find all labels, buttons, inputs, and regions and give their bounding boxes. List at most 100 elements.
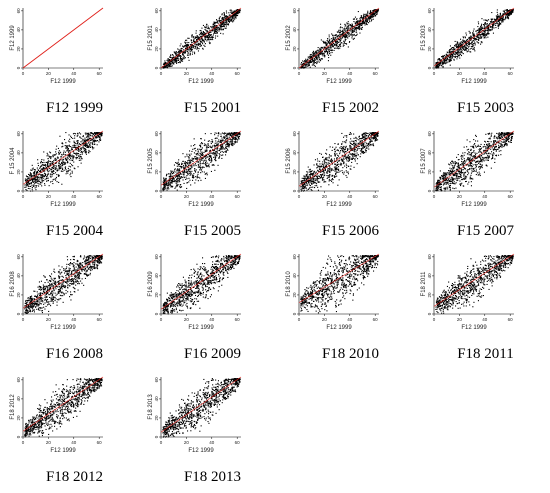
- data-point: [237, 139, 239, 141]
- data-point: [43, 172, 45, 174]
- data-point: [359, 24, 361, 26]
- data-point: [459, 47, 461, 49]
- data-point: [234, 137, 236, 139]
- data-point: [325, 43, 327, 45]
- data-point: [182, 60, 184, 62]
- data-point: [437, 65, 439, 67]
- y-tick-label: 20: [292, 46, 297, 52]
- data-point: [190, 184, 192, 186]
- data-point: [222, 23, 224, 25]
- data-point: [41, 176, 43, 178]
- data-point: [94, 133, 96, 135]
- data-point: [70, 159, 72, 161]
- data-point: [366, 13, 368, 15]
- data-point: [227, 145, 229, 147]
- data-point: [170, 181, 172, 183]
- data-point: [369, 12, 371, 14]
- data-point: [82, 142, 84, 144]
- data-point: [201, 171, 203, 173]
- chart-panel: 0 20 40 60 0 20 40 60 F12 1999 F15 2005 F15 2005: [144, 123, 281, 246]
- data-point: [48, 160, 50, 162]
- data-point: [344, 148, 346, 150]
- data-point: [235, 137, 237, 139]
- data-point: [209, 145, 211, 147]
- data-point: [320, 46, 322, 48]
- data-point: [460, 49, 462, 51]
- data-point: [485, 33, 487, 35]
- data-point: [205, 165, 207, 167]
- data-point: [179, 184, 181, 186]
- data-point: [197, 148, 199, 150]
- data-point: [216, 22, 218, 24]
- data-point: [461, 44, 463, 46]
- data-point: [338, 45, 340, 47]
- data-point: [324, 169, 326, 171]
- data-point: [36, 179, 38, 181]
- data-point: [212, 30, 214, 32]
- data-point: [303, 61, 305, 63]
- data-point: [182, 53, 184, 55]
- data-point: [484, 25, 486, 27]
- data-point: [332, 179, 334, 181]
- data-point: [307, 65, 309, 67]
- data-point: [357, 143, 359, 145]
- data-point: [449, 60, 451, 62]
- data-point: [301, 65, 303, 67]
- data-point: [465, 32, 467, 34]
- data-point: [199, 42, 201, 44]
- data-point: [320, 49, 322, 51]
- data-point: [204, 37, 206, 39]
- data-point: [358, 21, 360, 23]
- data-point: [49, 163, 51, 165]
- data-point: [69, 150, 71, 152]
- data-point: [42, 178, 44, 180]
- data-point: [189, 179, 191, 181]
- data-point: [356, 34, 358, 36]
- x-axis-label: F12 1999: [50, 202, 76, 208]
- data-point: [466, 51, 468, 53]
- data-point: [32, 181, 34, 183]
- data-point: [32, 177, 34, 179]
- data-point: [356, 20, 358, 22]
- data-point: [347, 21, 349, 23]
- data-point: [58, 150, 60, 152]
- data-point: [359, 26, 361, 28]
- data-point: [223, 18, 225, 20]
- data-point: [313, 53, 315, 55]
- data-point: [472, 34, 474, 36]
- data-point: [207, 153, 209, 155]
- data-point: [350, 34, 352, 36]
- data-point: [206, 150, 208, 152]
- data-point: [175, 162, 177, 164]
- data-point: [76, 140, 78, 142]
- data-point: [206, 40, 208, 42]
- data-point: [47, 161, 49, 163]
- data-point: [100, 132, 102, 134]
- data-point: [346, 165, 348, 167]
- data-point: [367, 19, 369, 21]
- data-point: [231, 10, 233, 12]
- data-point: [76, 147, 78, 149]
- data-point: [64, 161, 66, 163]
- data-point: [435, 64, 437, 66]
- data-point: [345, 147, 347, 149]
- data-point: [440, 60, 442, 62]
- data-point: [219, 16, 221, 18]
- data-point: [68, 159, 70, 161]
- data-point: [182, 52, 184, 54]
- data-point: [374, 15, 376, 17]
- data-point: [355, 27, 357, 29]
- data-point: [230, 135, 232, 137]
- data-point: [338, 39, 340, 41]
- data-point: [232, 138, 234, 140]
- data-point: [445, 60, 447, 62]
- data-point: [220, 148, 222, 150]
- data-point: [309, 168, 311, 170]
- data-point: [218, 27, 220, 29]
- data-point: [347, 33, 349, 35]
- data-point: [368, 22, 370, 24]
- y-tick-label: 0: [16, 189, 21, 192]
- data-point: [337, 31, 339, 33]
- data-point: [498, 22, 500, 24]
- data-point: [209, 35, 211, 37]
